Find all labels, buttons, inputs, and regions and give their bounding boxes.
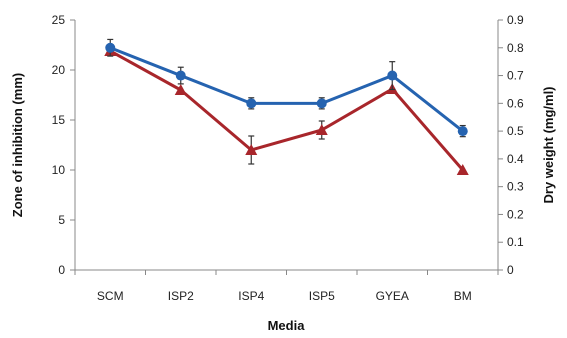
data-point-circle [105,42,116,53]
y-right-tick-label: 0.6 [507,96,524,110]
y-left-tick-label: 15 [52,113,66,127]
series-line [109,46,464,133]
x-tick-label: BM [454,289,472,303]
data-point-triangle [174,84,187,95]
y-axis-left-title: Zone of inhibition (mm) [10,73,25,217]
x-axis-ticks: SCM ISP2 ISP4 ISP5 GYEA BM [74,270,499,303]
x-tick-label: SCM [97,289,124,303]
series-line [109,49,464,171]
y-left-tick-label: 0 [58,263,65,277]
y-left-tick-label: 10 [52,163,66,177]
y-right-tick-label: 0 [507,263,514,277]
y-right-tick-label: 0.4 [507,152,524,166]
y-right-tick-label: 0.9 [507,13,524,27]
data-point-circle [175,70,186,81]
y-right-tick-label: 0.2 [507,207,524,221]
x-tick-label: ISP5 [309,289,335,303]
data-point-circle [457,126,468,137]
data-point-circle [246,98,257,109]
y-left-tick-label: 25 [52,13,66,27]
series-triangle-group [104,45,469,175]
data-point-triangle [245,144,258,155]
y-right-tick-label: 0.3 [507,180,524,194]
y-right-tick-label: 0.8 [507,41,524,55]
x-tick-label: ISP4 [238,289,264,303]
y-axis-right-ticks: 0 0.1 0.2 0.3 0.4 0.5 0.6 0.7 0.8 0.9 [498,13,524,277]
y-left-tick-label: 5 [58,213,65,227]
y-left-tick-label: 20 [52,63,66,77]
y-right-tick-label: 0.7 [507,69,524,83]
data-point-circle [316,98,327,109]
data-point-circle [387,70,398,81]
y-axis-left-ticks: 0 5 10 15 20 25 [52,13,75,277]
series-circle-group [105,38,468,138]
series-layer [104,38,469,175]
data-point-triangle [456,164,469,175]
x-tick-label: GYEA [376,289,409,303]
data-point-triangle [315,124,328,135]
x-tick-label: ISP2 [168,289,194,303]
y-right-tick-label: 0.5 [507,124,524,138]
y-axis-right-title: Dry weight (mg/ml) [541,86,556,203]
y-right-tick-label: 0.1 [507,235,524,249]
x-axis-title: Media [268,318,306,333]
